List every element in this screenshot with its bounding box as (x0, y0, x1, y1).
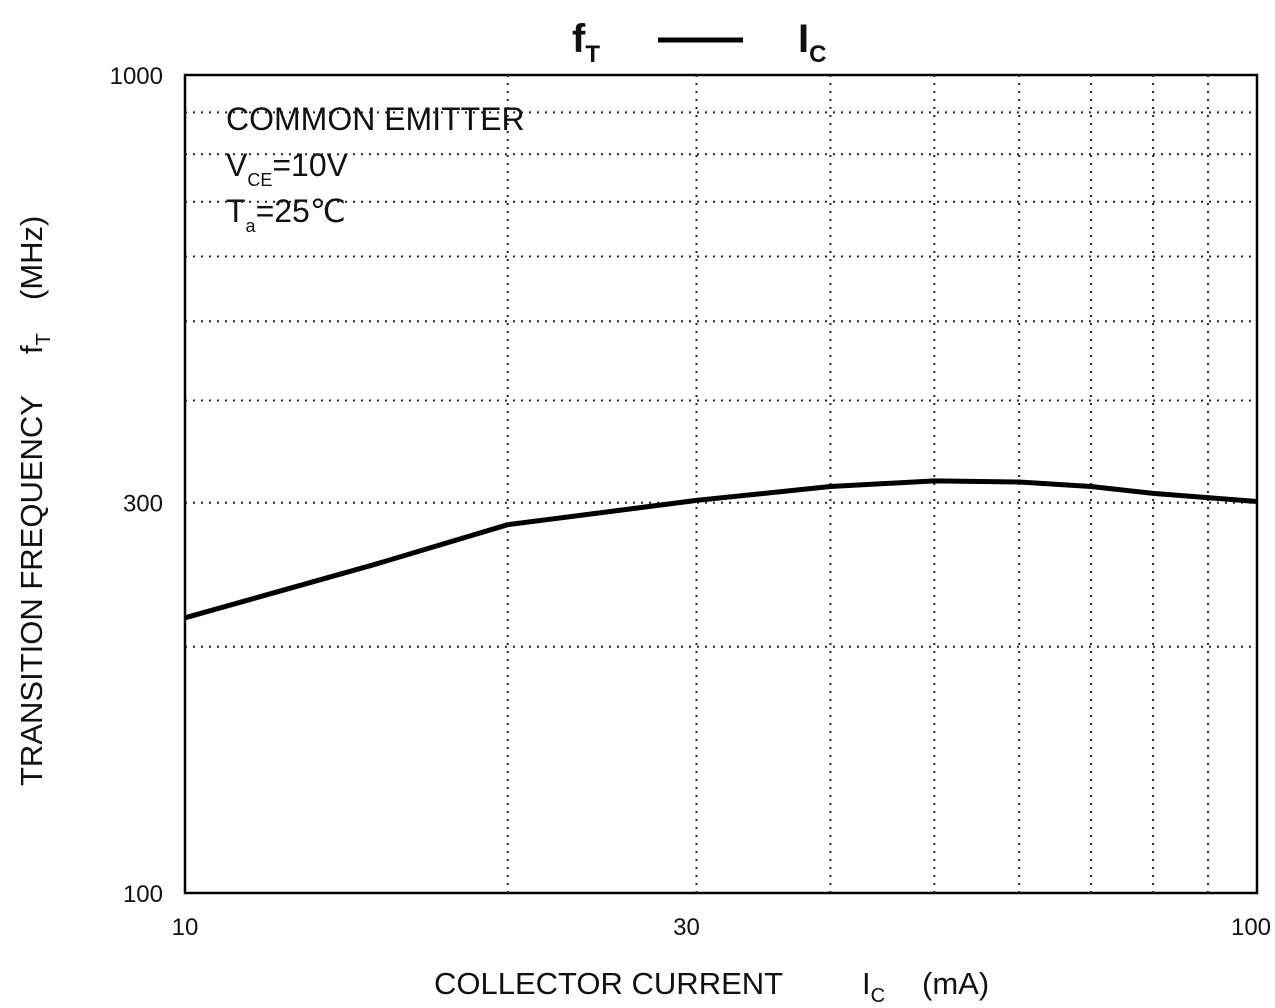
annotation: Ta=25℃ (226, 193, 346, 236)
chart-title: fT (572, 17, 600, 68)
title-y-symbol: f (572, 17, 586, 61)
y-tick-label: 100 (123, 881, 163, 908)
x-tick-label: 10 (172, 914, 199, 941)
y-axis-label: TRANSITION FREQUENCY fT (MHz) (14, 216, 55, 786)
y-tick-label: 300 (123, 491, 163, 518)
title-x-symbol: I (798, 17, 809, 61)
annotation-main: T (226, 193, 246, 229)
y-tick-label: 1000 (110, 63, 163, 90)
y-label-sub: T (33, 333, 55, 345)
y-label-symbol: f (14, 345, 49, 354)
annotation-sub: a (246, 216, 257, 236)
x-label-unit: (mA) (922, 966, 989, 1001)
y-label-unit: (MHz) (14, 216, 49, 300)
annotation-main: V (226, 147, 248, 183)
annotation-rest: =25℃ (256, 193, 346, 229)
x-tick-label: 100 (1231, 914, 1271, 941)
annotation: VCE=10V (226, 147, 349, 190)
title-y-sub: T (585, 41, 600, 68)
x-axis-label: COLLECTOR CURRENT IC (mA) (434, 966, 989, 1007)
annotation-rest: =10V (272, 147, 348, 183)
plot-frame (183, 73, 1259, 895)
x-label-sub: C (871, 985, 885, 1007)
x-tick-label: 30 (673, 914, 700, 941)
annotation: COMMON EMITTER (226, 101, 525, 137)
chart-title: IC (798, 17, 826, 68)
title-x-sub: C (809, 41, 826, 68)
x-label-symbol: I (862, 966, 871, 1001)
annotation-main: COMMON EMITTER (226, 101, 525, 137)
annotation-sub: CE (247, 170, 272, 190)
x-label-text: COLLECTOR CURRENT (434, 966, 783, 1001)
data-line (184, 478, 1258, 621)
y-label-text: TRANSITION FREQUENCY (14, 395, 49, 786)
